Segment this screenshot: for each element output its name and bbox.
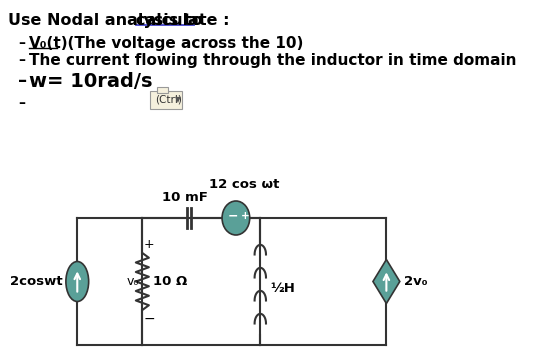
Ellipse shape — [66, 262, 88, 302]
Text: +: + — [241, 211, 250, 221]
Text: –: – — [18, 53, 25, 67]
FancyBboxPatch shape — [158, 87, 168, 93]
Text: 2v₀: 2v₀ — [404, 275, 427, 288]
Text: (The voltage across the 10): (The voltage across the 10) — [57, 36, 303, 51]
Text: The current flowing through the inductor in time domain: The current flowing through the inductor… — [29, 53, 517, 68]
Text: v₀: v₀ — [127, 275, 139, 288]
Text: Use Nodal analysis to: Use Nodal analysis to — [8, 13, 209, 28]
Polygon shape — [373, 259, 400, 303]
Text: calculate :: calculate : — [136, 13, 229, 28]
Ellipse shape — [222, 201, 250, 235]
Text: −: − — [228, 209, 239, 222]
Text: 10 mF: 10 mF — [162, 191, 207, 204]
Text: 2coswt: 2coswt — [10, 275, 63, 288]
Text: –: – — [18, 36, 25, 50]
Text: (Ctrl): (Ctrl) — [155, 95, 182, 105]
Text: ½H: ½H — [270, 283, 295, 295]
Text: –: – — [18, 96, 25, 110]
Text: −: − — [144, 312, 155, 326]
Text: 10 Ω: 10 Ω — [153, 275, 187, 288]
Text: +: + — [144, 238, 154, 251]
Text: w= 10rad/s: w= 10rad/s — [29, 72, 153, 91]
FancyBboxPatch shape — [151, 91, 182, 109]
Text: ▼: ▼ — [175, 95, 181, 105]
Text: V₀(t): V₀(t) — [29, 36, 69, 51]
Text: –: – — [18, 72, 27, 90]
Text: 12 cos ωt: 12 cos ωt — [209, 178, 279, 191]
